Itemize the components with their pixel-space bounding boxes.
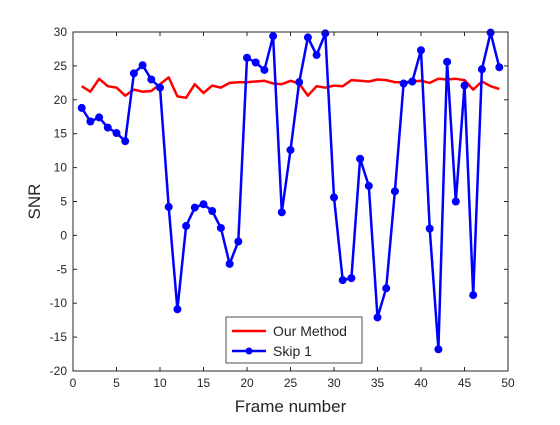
x-tick-label: 20 xyxy=(240,376,254,390)
legend-entry-our-method: Our Method xyxy=(273,323,347,339)
x-tick-label: 15 xyxy=(197,376,211,390)
data-point-skip-1 xyxy=(112,129,121,138)
data-point-skip-1 xyxy=(364,181,373,190)
data-point-skip-1 xyxy=(251,58,260,67)
data-point-skip-1 xyxy=(330,193,338,202)
y-tick-label: -5 xyxy=(56,262,67,276)
legend: Our Method Skip 1 xyxy=(225,316,363,364)
data-point-skip-1 xyxy=(182,221,191,230)
data-point-skip-1 xyxy=(425,224,434,233)
x-axis-label: Frame number xyxy=(235,397,347,416)
data-point-skip-1 xyxy=(269,32,278,41)
data-point-skip-1 xyxy=(260,65,269,74)
y-tick-label: -15 xyxy=(50,330,68,344)
data-point-skip-1 xyxy=(103,123,112,132)
data-point-skip-1 xyxy=(190,203,199,212)
data-point-skip-1 xyxy=(451,197,460,206)
y-axis-ticks: -20 -15 -10 -5 0 5 10 15 20 25 30 xyxy=(50,25,508,378)
data-point-skip-1 xyxy=(86,117,95,126)
series-layer xyxy=(77,28,504,354)
legend-marker-skip-1 xyxy=(245,347,253,355)
y-tick-label: 20 xyxy=(54,93,68,107)
data-point-skip-1 xyxy=(234,237,243,246)
x-tick-label: 50 xyxy=(501,376,515,390)
data-point-skip-1 xyxy=(390,187,399,196)
data-point-skip-1 xyxy=(486,28,495,37)
data-point-skip-1 xyxy=(295,78,304,87)
y-axis-label: SNR xyxy=(25,184,44,220)
data-point-skip-1 xyxy=(243,53,251,62)
data-point-skip-1 xyxy=(356,154,365,163)
y-tick-label: -20 xyxy=(50,364,68,378)
legend-box xyxy=(225,316,363,364)
data-point-skip-1 xyxy=(408,77,417,86)
data-point-skip-1 xyxy=(477,65,486,74)
x-tick-label: 30 xyxy=(327,376,341,390)
y-tick-label: -10 xyxy=(50,296,68,310)
data-point-skip-1 xyxy=(216,223,225,232)
data-point-skip-1 xyxy=(129,69,138,78)
data-point-skip-1 xyxy=(312,51,321,60)
x-tick-label: 35 xyxy=(371,376,385,390)
x-tick-label: 10 xyxy=(153,376,167,390)
data-point-skip-1 xyxy=(417,46,425,55)
data-point-skip-1 xyxy=(173,305,182,314)
data-point-skip-1 xyxy=(147,75,156,84)
data-point-skip-1 xyxy=(347,274,356,283)
legend-entry-skip-1: Skip 1 xyxy=(273,343,312,359)
y-tick-label: 5 xyxy=(60,195,67,209)
y-tick-label: 30 xyxy=(54,25,68,39)
data-point-skip-1 xyxy=(469,291,478,300)
x-axis-ticks: 0 5 10 15 20 25 30 35 40 45 50 xyxy=(70,32,515,390)
y-tick-label: 0 xyxy=(60,228,67,242)
x-tick-label: 0 xyxy=(70,376,77,390)
data-point-skip-1 xyxy=(338,276,347,285)
x-tick-label: 25 xyxy=(284,376,298,390)
data-point-skip-1 xyxy=(138,61,147,70)
data-point-skip-1 xyxy=(495,63,504,72)
data-point-skip-1 xyxy=(77,103,86,112)
data-point-skip-1 xyxy=(382,284,391,293)
x-tick-label: 5 xyxy=(113,376,120,390)
data-point-skip-1 xyxy=(460,81,469,90)
y-tick-label: 10 xyxy=(54,161,68,175)
data-point-skip-1 xyxy=(156,83,164,92)
data-point-skip-1 xyxy=(321,29,330,38)
data-point-skip-1 xyxy=(199,200,208,209)
data-point-skip-1 xyxy=(95,113,104,122)
data-point-skip-1 xyxy=(277,208,286,217)
data-point-skip-1 xyxy=(434,345,443,354)
data-point-skip-1 xyxy=(443,57,452,66)
data-point-skip-1 xyxy=(286,145,295,154)
data-point-skip-1 xyxy=(373,313,382,322)
data-point-skip-1 xyxy=(208,206,217,215)
y-tick-label: 15 xyxy=(54,127,68,141)
data-point-skip-1 xyxy=(121,137,130,146)
data-point-skip-1 xyxy=(225,259,234,268)
data-point-skip-1 xyxy=(164,202,173,211)
x-tick-label: 40 xyxy=(414,376,428,390)
y-tick-label: 25 xyxy=(54,59,68,73)
x-tick-label: 45 xyxy=(458,376,472,390)
data-point-skip-1 xyxy=(399,79,408,88)
series-line-our-method xyxy=(81,76,500,100)
data-point-skip-1 xyxy=(303,33,312,42)
